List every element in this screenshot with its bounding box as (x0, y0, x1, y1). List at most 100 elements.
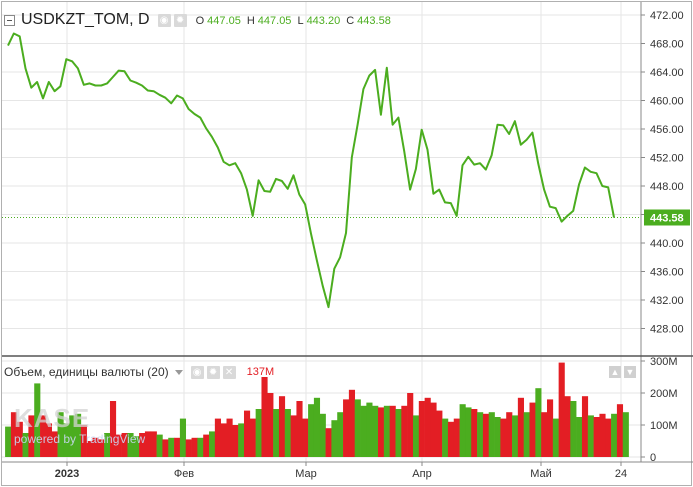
volume-bar (366, 402, 373, 457)
volume-bar (209, 431, 216, 457)
volume-bar (69, 415, 76, 457)
chevron-down-icon[interactable] (174, 369, 183, 375)
volume-bar (471, 409, 478, 457)
ohlc-key-h: H (246, 15, 255, 27)
volume-bar (133, 436, 140, 457)
gear-icon[interactable]: ✹ (173, 13, 187, 27)
volume-bar (319, 413, 326, 457)
volume-axis[interactable]: 300M 200M 100M 0 (641, 356, 678, 464)
price-tick-label: 456.00 (650, 124, 684, 136)
volume-bar (16, 421, 23, 457)
volume-bar (407, 393, 414, 457)
volume-bar (570, 401, 577, 457)
volume-bar (389, 405, 396, 457)
volume-bar (267, 393, 274, 457)
volume-bar (308, 404, 315, 457)
volume-bar (599, 413, 606, 457)
volume-bar (418, 401, 425, 457)
volume-bar (284, 409, 291, 457)
volume-bar (86, 441, 93, 457)
volume-bar (459, 404, 466, 457)
volume-bar (150, 431, 157, 457)
price-tick-label: 436.00 (650, 267, 684, 279)
price-tick-label: 468.00 (650, 39, 684, 51)
volume-bar (348, 389, 356, 457)
volume-bar (325, 428, 332, 457)
time-axis[interactable]: 2023 Фев Мар Апр Май 24 (55, 462, 627, 480)
volume-bar (372, 405, 379, 457)
watermark: KASE powered by TradingView (14, 405, 145, 446)
move-pane-up-icon[interactable]: ▲ (609, 366, 621, 378)
volume-bar (290, 415, 297, 457)
volume-bar (313, 397, 321, 457)
time-tick-label: Май (530, 468, 552, 480)
volume-bar (156, 434, 163, 457)
volume-bar (115, 434, 122, 457)
volume-bar (512, 415, 519, 457)
volume-tick-label: 0 (650, 452, 656, 464)
volume-tick-label: 200M (650, 388, 678, 400)
volume-bar (354, 399, 361, 457)
volume-bar (535, 388, 542, 457)
volume-bar (261, 377, 268, 457)
eye-icon[interactable]: ◉ (190, 365, 204, 379)
volume-bar (203, 434, 210, 457)
volume-bar (45, 423, 52, 457)
volume-bar (255, 409, 262, 457)
time-tick-label: Мар (295, 468, 317, 480)
collapse-legend-button[interactable] (4, 14, 15, 26)
volume-bar (22, 433, 29, 457)
ohlc-key-c: C (346, 15, 355, 27)
volume-bar (249, 418, 256, 457)
volume-bar (395, 409, 402, 457)
volume-bar (214, 418, 221, 457)
volume-bar (51, 431, 58, 457)
volume-bars[interactable] (5, 362, 629, 457)
volume-bar (383, 405, 390, 457)
volume-bar (523, 412, 530, 457)
volume-bar (343, 399, 350, 457)
volume-bar (442, 418, 449, 457)
volume-bar (63, 423, 70, 457)
volume-bar (162, 439, 169, 457)
price-series[interactable] (2, 32, 641, 309)
price-legend: USDKZT_TOM, D ◉ ✹ O 447.05 H 447.05 L 443.20 C… (4, 10, 391, 30)
ohlc-value-o: 447.05 (207, 15, 241, 27)
volume-bar (488, 412, 495, 457)
volume-bar (273, 409, 280, 457)
move-pane-down-icon[interactable]: ▼ (624, 366, 636, 378)
volume-bar (191, 437, 198, 457)
volume-tick-label: 300M (650, 356, 678, 368)
volume-bar (185, 439, 192, 457)
volume-bar (331, 420, 338, 457)
price-line (7, 32, 615, 309)
price-tick-label: 448.00 (650, 181, 684, 193)
volume-bar (104, 433, 111, 457)
gear-icon[interactable]: ✹ (206, 365, 220, 379)
time-tick-label: 24 (615, 468, 627, 480)
volume-bar (552, 418, 559, 457)
volume-bar (127, 433, 134, 457)
volume-bar (494, 417, 501, 457)
volume-bar (576, 417, 583, 457)
volume-bar (238, 423, 245, 457)
time-tick-label: Фев (174, 468, 194, 480)
volume-bar (174, 437, 181, 457)
price-tick-label: 428.00 (650, 324, 684, 336)
close-icon[interactable]: ✕ (222, 365, 236, 379)
volume-bar (564, 396, 571, 457)
volume-title[interactable]: Объем, единицы валюты (20) (4, 365, 169, 379)
price-grid (2, 2, 641, 462)
volume-bar (144, 431, 152, 457)
ohlc-key-o: O (195, 15, 205, 27)
volume-bar (179, 418, 187, 457)
eye-icon[interactable]: ◉ (157, 13, 171, 27)
volume-bar (98, 439, 105, 457)
volume-bar (506, 412, 513, 457)
price-axis[interactable]: 472.00 468.00 464.00 460.00 456.00 452.00 448.… (641, 10, 690, 336)
volume-bar (57, 412, 64, 457)
volume-bar (482, 413, 490, 457)
time-tick-label: Апр (412, 468, 431, 480)
price-tick-label: 440.00 (650, 238, 684, 250)
symbol-title[interactable]: USDKZT_TOM, D (21, 11, 150, 28)
